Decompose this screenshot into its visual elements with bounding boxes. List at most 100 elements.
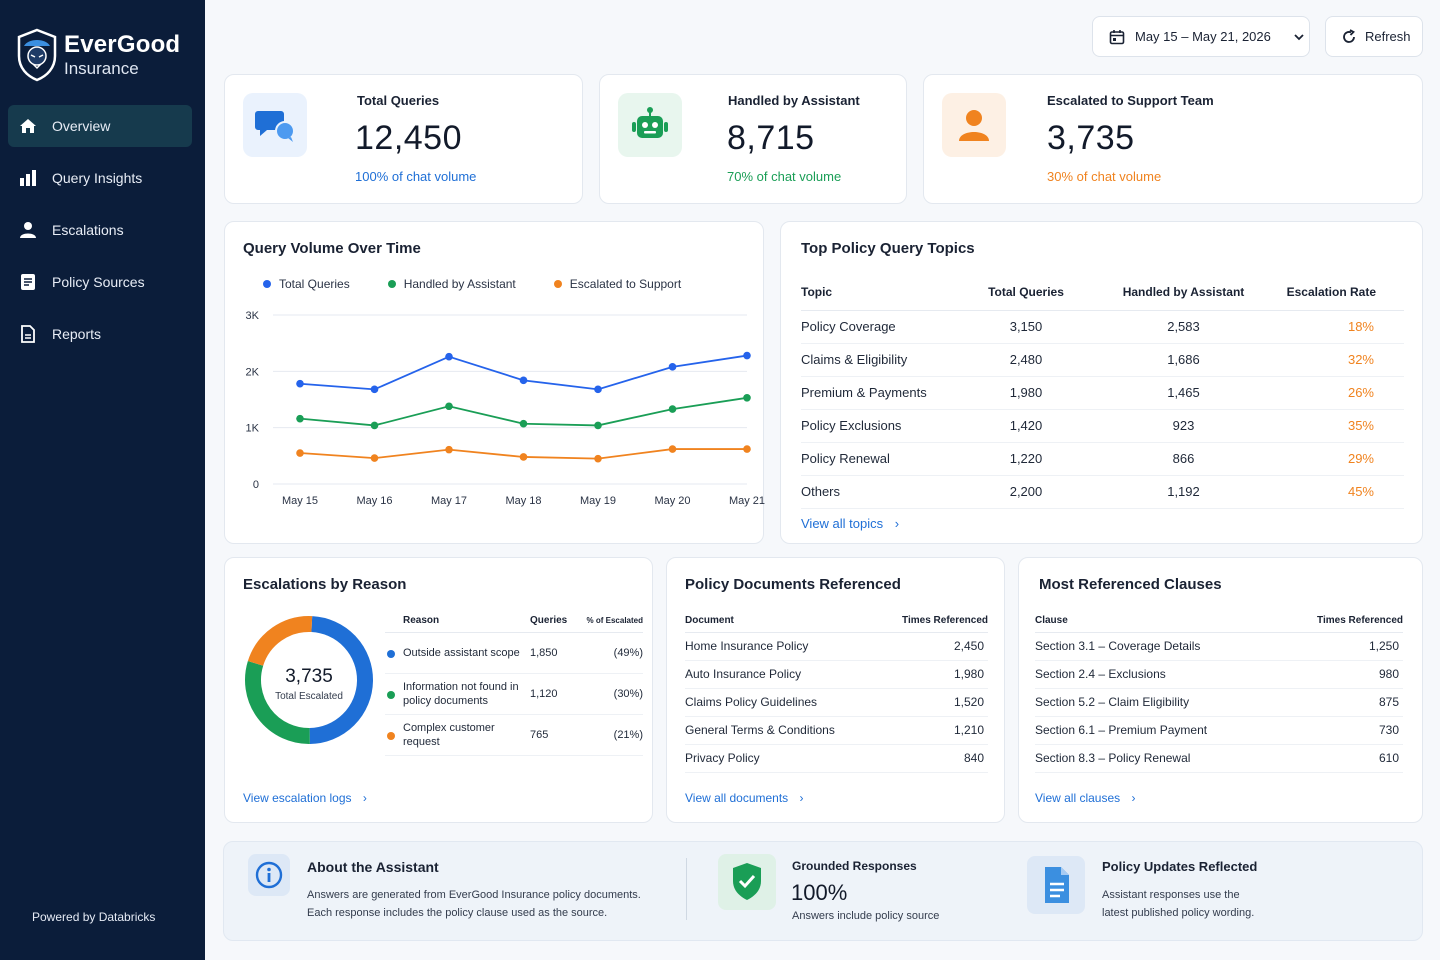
home-icon — [20, 119, 36, 133]
view-escalation-logs-link[interactable]: View escalation logs › — [243, 791, 367, 805]
link-label: View all documents — [685, 791, 789, 805]
data-point — [668, 405, 677, 413]
table-row[interactable]: Section 6.1 – Premium Payment 730 — [1035, 716, 1403, 745]
column-header: Reason — [385, 610, 530, 633]
chevron-right-icon: › — [362, 791, 367, 805]
chevron-right-icon: › — [1131, 791, 1136, 805]
bar-chart-icon — [20, 170, 36, 186]
sidebar-item-escalations[interactable]: Escalations — [8, 209, 192, 251]
escalation-rate-cell: 45% — [1276, 475, 1404, 509]
y-tick-label: 2K — [246, 366, 260, 378]
legend-item-total: Total Queries — [263, 277, 350, 291]
reason-cell: Outside assistant scope — [385, 632, 530, 674]
legend-dot — [387, 649, 395, 658]
table-row[interactable]: Section 5.2 – Claim Eligibility 875 — [1035, 688, 1403, 717]
table-row[interactable]: General Terms & Conditions 1,210 — [685, 716, 988, 745]
user-icon — [20, 222, 36, 238]
sidebar-item-overview[interactable]: Overview — [8, 105, 192, 147]
info-icon — [248, 854, 290, 896]
documents-table: Document Times Referenced Home Insurance… — [685, 610, 988, 773]
policy-documents-card: Policy Documents Referenced Document Tim… — [666, 557, 1005, 823]
stat-card-handled: Handled by Assistant 8,715 70% of chat v… — [599, 74, 907, 204]
y-tick-label: 3K — [246, 310, 260, 322]
legend-label: Escalated to Support — [569, 277, 682, 291]
total-queries-cell: 1,220 — [961, 442, 1091, 476]
data-point — [743, 445, 751, 453]
table-row[interactable]: Home Insurance Policy 2,450 — [685, 632, 988, 661]
times-referenced-cell: 980 — [1280, 660, 1403, 689]
table-row[interactable]: Premium & Payments 1,980 1,465 26% — [801, 376, 1404, 410]
times-referenced-cell: 2,450 — [877, 632, 988, 661]
card-title: Query Volume Over Time — [243, 240, 421, 257]
legend-label: Total Queries — [279, 277, 350, 291]
grounded-title: Grounded Responses — [792, 859, 917, 873]
stat-subtext: 30% of chat volume — [1047, 169, 1162, 184]
date-range-picker[interactable]: May 15 – May 21, 2026 — [1092, 16, 1310, 57]
table-row[interactable]: Others 2,200 1,192 45% — [801, 475, 1404, 509]
legend-dot — [387, 690, 395, 699]
table-row[interactable]: Claims Policy Guidelines 1,520 — [685, 688, 988, 717]
about-title: About the Assistant — [307, 859, 439, 875]
sidebar-item-policy-sources[interactable]: Policy Sources — [8, 261, 192, 303]
refresh-button[interactable]: Refresh — [1325, 16, 1423, 57]
times-referenced-cell: 610 — [1280, 744, 1403, 773]
grounded-subtext: Answers include policy source — [792, 910, 940, 922]
stat-subtext: 70% of chat volume — [727, 169, 842, 184]
table-row[interactable]: Policy Renewal 1,220 866 29% — [801, 442, 1404, 476]
column-header: Times Referenced — [1280, 610, 1403, 633]
table-row[interactable]: Section 2.4 – Exclusions 980 — [1035, 660, 1403, 689]
table-row[interactable]: Claims & Eligibility 2,480 1,686 32% — [801, 343, 1404, 377]
table-row[interactable]: Policy Coverage 3,150 2,583 18% — [801, 310, 1404, 344]
brand-logo-icon — [17, 28, 57, 82]
view-all-topics-link[interactable]: View all topics › — [801, 516, 899, 531]
date-range-label: May 15 – May 21, 2026 — [1135, 29, 1271, 44]
info-banner: About the Assistant Answers are generate… — [223, 841, 1423, 941]
times-referenced-cell: 1,520 — [877, 688, 988, 717]
chevron-right-icon: › — [799, 791, 804, 805]
handled-cell: 2,583 — [1091, 310, 1276, 344]
card-title: Policy Documents Referenced — [685, 576, 901, 593]
data-point — [296, 379, 304, 388]
donut-slice — [245, 661, 310, 744]
clause-cell: Section 3.1 – Coverage Details — [1035, 632, 1281, 661]
escalations-card: Escalations by Reason 3,735 Total Escala… — [224, 557, 653, 823]
document-icon — [1027, 856, 1085, 914]
table-row[interactable]: Section 3.1 – Coverage Details 1,250 — [1035, 632, 1403, 661]
topics-table: Topic Total Queries Handled by Assistant… — [801, 274, 1404, 509]
sidebar-item-label: Overview — [52, 118, 111, 134]
table-row[interactable]: Privacy Policy 840 — [685, 744, 988, 773]
column-header: Clause — [1035, 610, 1281, 633]
clause-cell: Section 5.2 – Claim Eligibility — [1035, 688, 1281, 717]
percent-cell: (21%) — [578, 714, 643, 756]
handled-cell: 1,192 — [1091, 475, 1276, 509]
y-tick-label: 0 — [253, 479, 259, 491]
stat-label: Handled by Assistant — [728, 93, 860, 108]
times-referenced-cell: 1,980 — [877, 660, 988, 689]
table-row[interactable]: Section 8.3 – Policy Renewal 610 — [1035, 744, 1403, 773]
brand[interactable]: EverGood Insurance — [16, 28, 180, 82]
view-all-clauses-link[interactable]: View all clauses › — [1035, 791, 1136, 805]
table-row[interactable]: Auto Insurance Policy 1,980 — [685, 660, 988, 689]
chart-legend: Total Queries Handled by Assistant Escal… — [263, 277, 719, 291]
table-row[interactable]: Information not found in policy document… — [385, 673, 643, 715]
escalation-rate-cell: 18% — [1276, 310, 1404, 344]
data-point — [519, 419, 528, 428]
legend-item-escalated: Escalated to Support — [553, 277, 682, 291]
table-row[interactable]: Complex customer request 765 (21%) — [385, 714, 643, 756]
table-row[interactable]: Outside assistant scope 1,850 (49%) — [385, 632, 643, 674]
x-tick-label: May 21 — [729, 495, 765, 507]
queries-cell: 765 — [530, 714, 578, 756]
data-point — [519, 376, 528, 385]
donut-slice — [309, 616, 373, 744]
grounded-value: 100% — [791, 880, 848, 905]
data-point — [370, 421, 379, 430]
data-point — [519, 453, 528, 461]
view-all-documents-link[interactable]: View all documents › — [685, 791, 804, 805]
link-label: View all clauses — [1035, 791, 1121, 805]
table-row[interactable]: Policy Exclusions 1,420 923 35% — [801, 409, 1404, 443]
divider — [686, 858, 687, 920]
robot-icon — [632, 107, 668, 138]
card-title: Most Referenced Clauses — [1039, 576, 1222, 593]
sidebar-item-query-insights[interactable]: Query Insights — [8, 157, 192, 199]
sidebar-item-reports[interactable]: Reports — [8, 313, 192, 355]
